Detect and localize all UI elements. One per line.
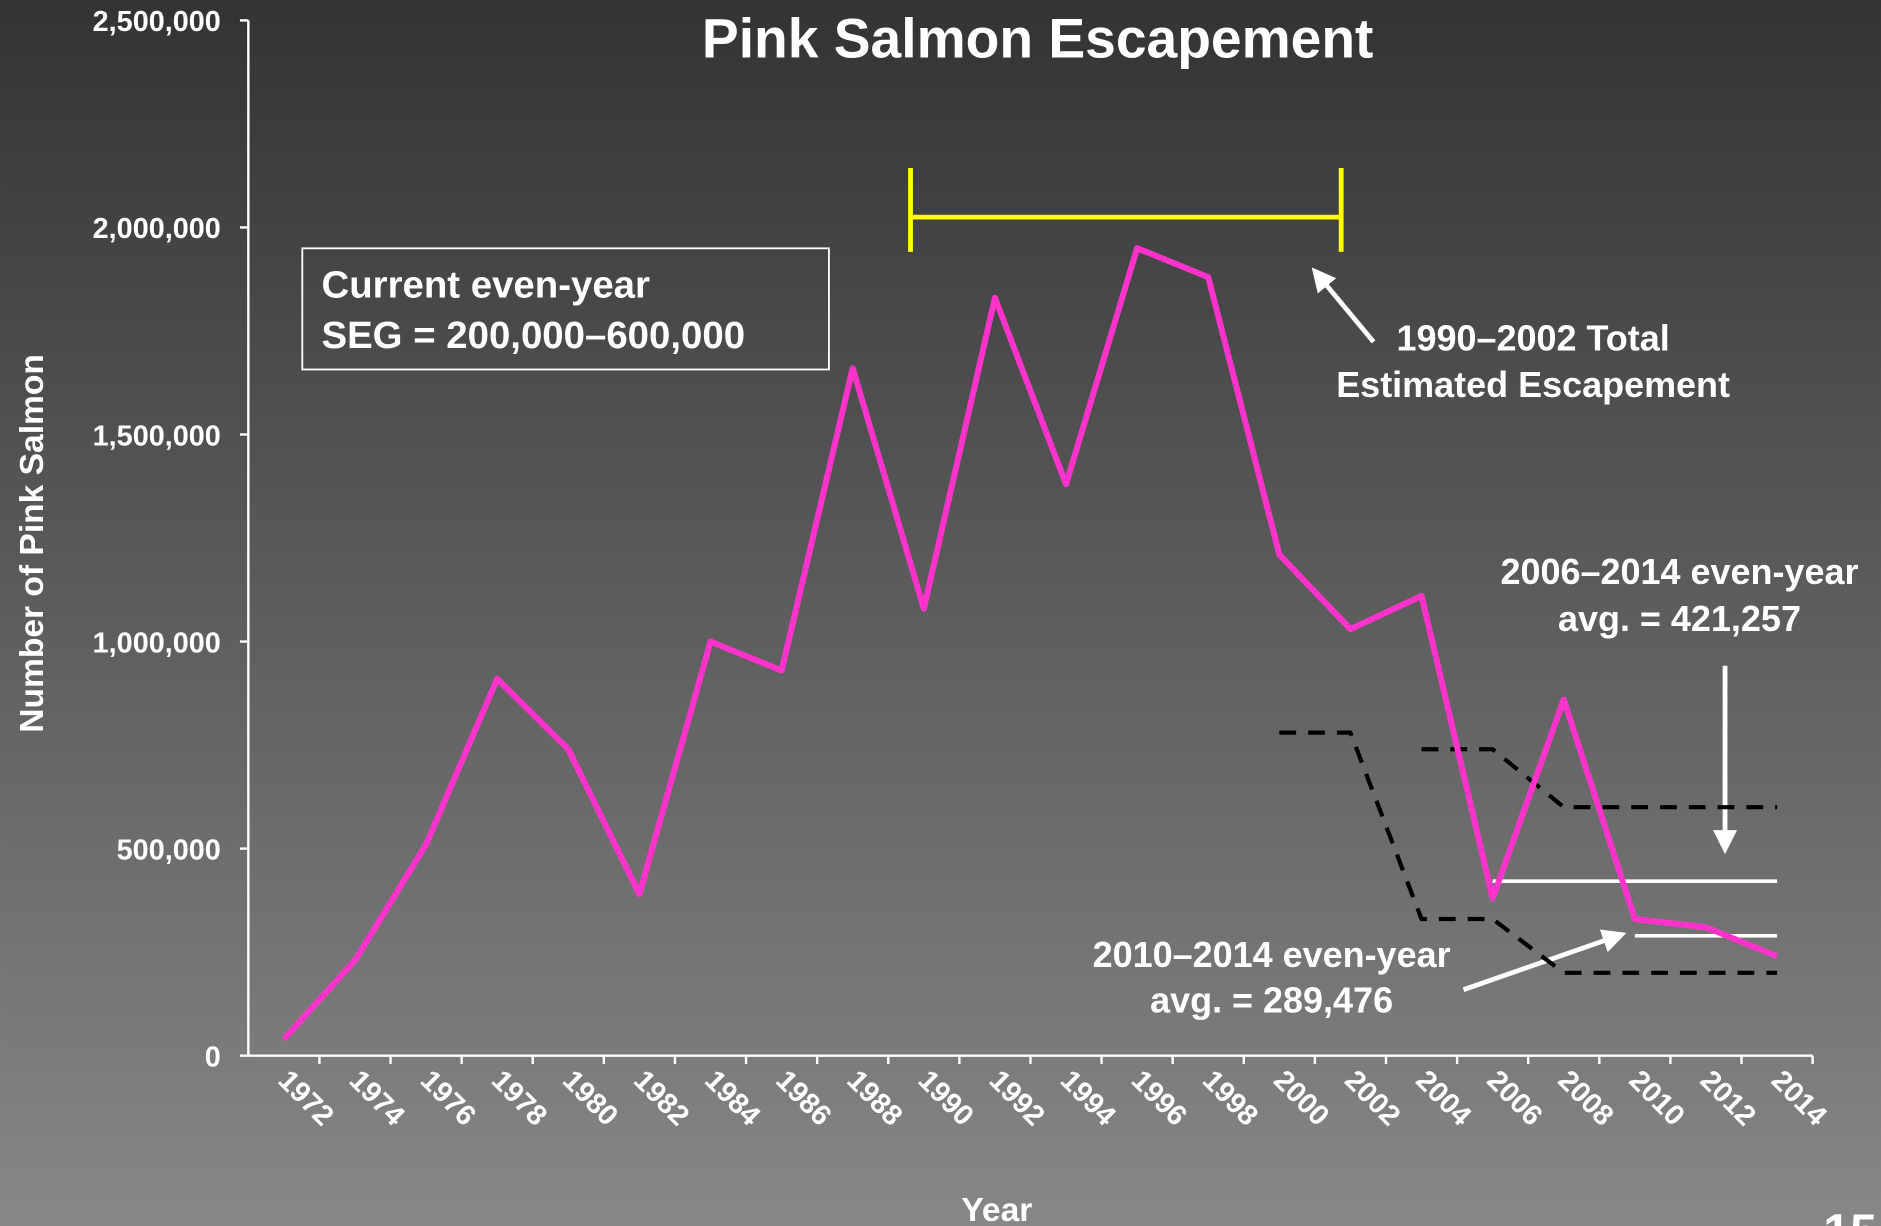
page-number: 15	[1823, 1206, 1876, 1226]
y-tick-label: 500,000	[117, 834, 221, 866]
series-line	[1279, 730, 1778, 975]
series-line	[281, 245, 1779, 1042]
annotation: 1990–2002 Total	[1396, 317, 1669, 358]
annotation-box	[301, 247, 830, 371]
annotation: 2006–2014 even-year	[1500, 551, 1858, 592]
series-line	[1421, 747, 1778, 810]
annotation: Estimated Escapement	[1336, 364, 1730, 405]
arrow	[1311, 267, 1376, 344]
annotation: Current even-year	[322, 264, 651, 307]
y-tick-label: 1,500,000	[93, 420, 221, 452]
y-axis-label: Number of Pink Salmon	[14, 354, 51, 733]
y-tick-label: 0	[205, 1041, 221, 1073]
y-tick-label: 1,000,000	[93, 627, 221, 659]
arrow	[1462, 929, 1627, 992]
annotation: avg. = 289,476	[1150, 979, 1393, 1020]
bracket	[908, 167, 1344, 252]
annotation: SEG = 200,000–600,000	[322, 314, 746, 357]
plot-area: 0 500,000 1,000,000 1,500,000 2,000,000 2,500…	[93, 6, 1833, 1132]
annotation: 2010–2014 even-year	[1093, 934, 1451, 975]
x-axis-label: Year	[961, 1192, 1032, 1226]
chart-title: Pink Salmon Escapement	[702, 8, 1374, 70]
y-tick-label: 2,000,000	[93, 213, 221, 245]
annotation: avg. = 421,257	[1558, 598, 1801, 639]
y-tick-label: 2,500,000	[93, 6, 221, 38]
